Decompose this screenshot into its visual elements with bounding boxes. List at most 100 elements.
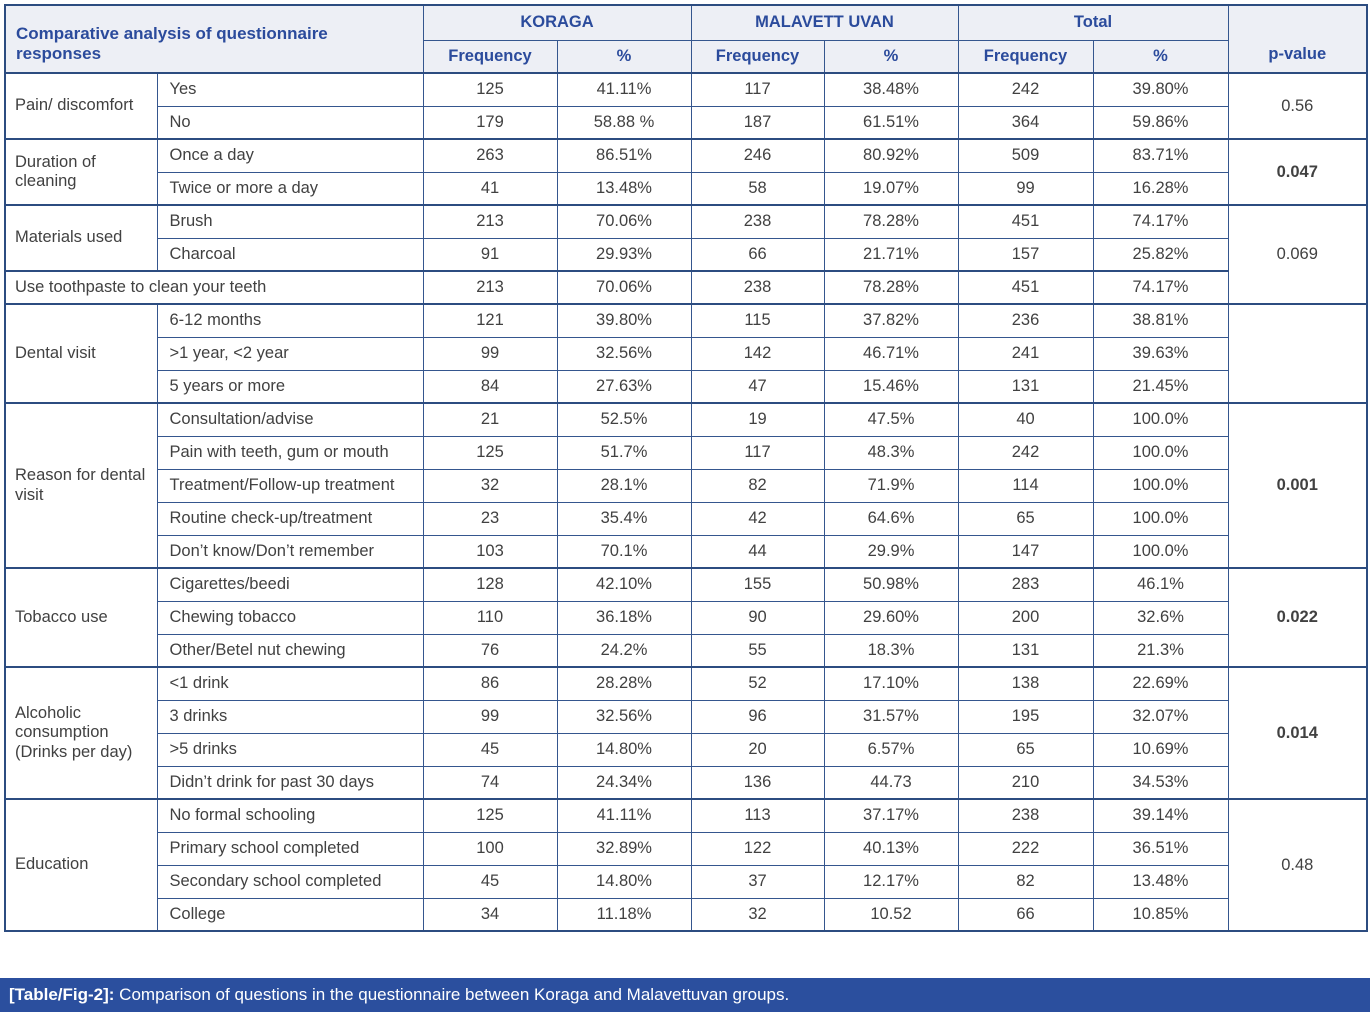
frequency-cell: 213: [422, 204, 558, 239]
percent-cell: 39.80%: [556, 303, 692, 338]
percent-cell: 100.0%: [1092, 435, 1229, 470]
sub-item-cell: 5 years or more: [156, 369, 424, 404]
malavett-percent-header: %: [823, 39, 959, 74]
frequency-cell: 241: [957, 336, 1094, 371]
koraga-frequency-header: Frequency: [422, 39, 558, 74]
frequency-cell: 96: [690, 699, 825, 734]
sub-item-cell: Don’t know/Don’t remember: [156, 534, 424, 569]
table-row: Charcoal 91 29.93% 66 21.71% 157 25.82%: [5, 237, 1367, 272]
table-row: Treatment/Follow-up treatment 32 28.1% 82 71…: [5, 468, 1367, 503]
percent-cell: 22.69%: [1092, 666, 1229, 701]
caption-figure-label: [Table/Fig-2]:: [9, 985, 115, 1004]
sub-item-cell: No: [156, 105, 424, 140]
frequency-cell: 138: [957, 666, 1094, 701]
frequency-cell: 238: [690, 204, 825, 239]
sub-item-cell: Yes: [156, 72, 424, 107]
frequency-cell: 100: [422, 831, 558, 866]
table-row: Dental visit 6-12 months 121 39.80% 115 37.82…: [4, 303, 1368, 404]
percent-cell: 70.06%: [556, 204, 692, 239]
table-row: Pain with teeth, gum or mouth 125 51.7% 117…: [5, 435, 1367, 470]
table-row: Materials used Brush 213 70.06% 238 78.28% 451…: [4, 204, 1368, 305]
frequency-cell: 32: [422, 468, 558, 503]
percent-cell: 36.51%: [1092, 831, 1229, 866]
table-row: Don’t know/Don’t remember 103 70.1% 44 29.9%…: [5, 534, 1367, 569]
frequency-cell: 45: [422, 732, 558, 767]
percent-cell: 47.5%: [823, 402, 959, 437]
sub-item-cell: Twice or more a day: [156, 171, 424, 206]
frequency-cell: 157: [957, 237, 1094, 272]
table-row: Reason for dental visit Consultation/advi…: [4, 402, 1368, 569]
percent-cell: 83.71%: [1092, 138, 1229, 173]
koraga-percent-header: %: [556, 39, 692, 74]
frequency-cell: 136: [690, 765, 825, 800]
table-row: 3 drinks 99 32.56% 96 31.57% 195 32.07%: [5, 699, 1367, 734]
frequency-cell: 115: [690, 303, 825, 338]
percent-cell: 12.17%: [823, 864, 959, 899]
frequency-cell: 263: [422, 138, 558, 173]
frequency-cell: 58: [690, 171, 825, 206]
table-row: Alcoholic consumption (Drinks per day) <1…: [4, 666, 1368, 800]
frequency-cell: 103: [422, 534, 558, 569]
frequency-cell: 147: [957, 534, 1094, 569]
frequency-cell: 65: [957, 732, 1094, 767]
frequency-cell: 364: [957, 105, 1094, 140]
frequency-cell: 121: [422, 303, 558, 338]
percent-cell: 86.51%: [556, 138, 692, 173]
group-header-koraga: KORAGA: [422, 4, 692, 41]
frequency-cell: 65: [957, 501, 1094, 536]
frequency-cell: 82: [690, 468, 825, 503]
percent-cell: 11.18%: [556, 897, 692, 932]
subcolumn-header-row: Frequency % Frequency % Frequency %: [5, 39, 1367, 74]
frequency-cell: 195: [957, 699, 1094, 734]
p-value-cell: [1227, 303, 1368, 404]
percent-cell: 70.06%: [556, 270, 692, 305]
frequency-cell: 210: [957, 765, 1094, 800]
frequency-cell: 451: [957, 270, 1094, 305]
percent-cell: 21.3%: [1092, 633, 1229, 668]
category-cell: Tobacco use: [4, 567, 158, 668]
frequency-cell: 52: [690, 666, 825, 701]
percent-cell: 32.56%: [556, 699, 692, 734]
percent-cell: 48.3%: [823, 435, 959, 470]
table-row: Routine check-up/treatment 23 35.4% 42 64.6%…: [5, 501, 1367, 536]
frequency-cell: 142: [690, 336, 825, 371]
frequency-cell: 66: [957, 897, 1094, 932]
percent-cell: 24.34%: [556, 765, 692, 800]
frequency-cell: 242: [957, 435, 1094, 470]
percent-cell: 28.28%: [556, 666, 692, 701]
percent-cell: 28.1%: [556, 468, 692, 503]
sub-item-cell: No formal schooling: [156, 798, 424, 833]
frequency-cell: 114: [957, 468, 1094, 503]
percent-cell: 41.11%: [556, 72, 692, 107]
frequency-cell: 23: [422, 501, 558, 536]
sub-item-cell: Other/Betel nut chewing: [156, 633, 424, 668]
sub-item-cell: >1 year, <2 year: [156, 336, 424, 371]
percent-cell: 31.57%: [823, 699, 959, 734]
percent-cell: 42.10%: [556, 567, 692, 602]
frequency-cell: 117: [690, 435, 825, 470]
percent-cell: 21.45%: [1092, 369, 1229, 404]
table-caption: [Table/Fig-2]: Comparison of questions i…: [0, 978, 1370, 1012]
table-row: Other/Betel nut chewing 76 24.2% 55 18.3% 131…: [5, 633, 1367, 668]
percent-cell: 14.80%: [556, 864, 692, 899]
table-row: Education No formal schooling 125 41.11% 113…: [4, 798, 1368, 932]
percent-cell: 74.17%: [1092, 270, 1229, 305]
category-cell: Use toothpaste to clean your teeth: [4, 270, 424, 305]
percent-cell: 80.92%: [823, 138, 959, 173]
percent-cell: 39.14%: [1092, 798, 1229, 833]
percent-cell: 10.52: [823, 897, 959, 932]
table-row: Didn’t drink for past 30 days 74 24.34% 136…: [5, 765, 1367, 800]
frequency-cell: 42: [690, 501, 825, 536]
frequency-cell: 84: [422, 369, 558, 404]
frequency-cell: 41: [422, 171, 558, 206]
percent-cell: 19.07%: [823, 171, 959, 206]
category-cell: Education: [4, 798, 158, 932]
category-cell: Dental visit: [4, 303, 158, 404]
p-value-cell: 0.022: [1227, 567, 1368, 668]
percent-cell: 25.82%: [1092, 237, 1229, 272]
table-row: >1 year, <2 year 99 32.56% 142 46.71% 241 39.6…: [5, 336, 1367, 371]
frequency-cell: 32: [690, 897, 825, 932]
table-row: Pain/ discomfort Yes 125 41.11% 117 38.48% 242…: [4, 72, 1368, 140]
total-frequency-header: Frequency: [957, 39, 1094, 74]
sub-item-cell: Brush: [156, 204, 424, 239]
